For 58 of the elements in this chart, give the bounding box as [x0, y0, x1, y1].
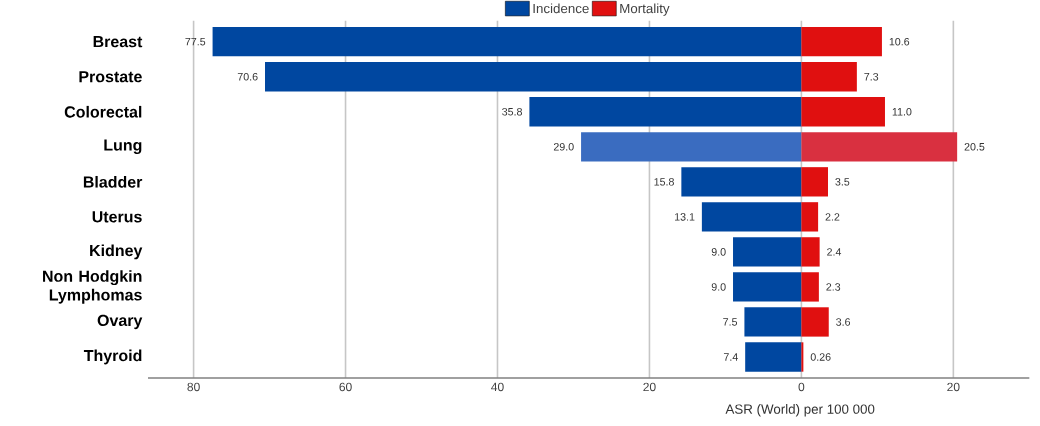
x-tick-label: 80 [187, 382, 200, 392]
y-tick-label: Bladder [83, 175, 143, 188]
bar [801, 272, 819, 302]
bar [701, 202, 802, 232]
data-label: 7.5 [723, 318, 738, 326]
bar [801, 62, 857, 92]
data-label: 2.2 [825, 213, 840, 221]
bar [801, 167, 828, 197]
data-label: 7.4 [723, 353, 738, 361]
bar [581, 132, 802, 162]
data-label: 29.0 [553, 143, 574, 151]
y-tick-label: Colorectal [64, 105, 142, 118]
bar [733, 272, 802, 302]
data-label: 20.5 [964, 143, 985, 151]
data-label: 10.6 [889, 37, 910, 46]
x-axis-title: ASR (World) per 100 000 [725, 404, 875, 417]
data-label: 2.3 [826, 283, 841, 291]
bar [744, 307, 802, 337]
x-tick-label: 20 [643, 382, 656, 392]
bar [745, 342, 802, 372]
data-label: 35.8 [502, 107, 522, 116]
bar [529, 97, 802, 127]
data-label: 2.4 [827, 248, 842, 256]
bar [801, 237, 820, 267]
bar [733, 237, 802, 267]
data-label: 9.0 [711, 283, 726, 291]
bar [801, 97, 885, 127]
bar [265, 62, 802, 92]
y-tick-label: Uterus [92, 211, 142, 223]
y-tick-label: Ovary [97, 314, 143, 330]
y-tick-label: Lung [104, 139, 142, 154]
y-tick-label: Thyroid [83, 349, 142, 365]
data-label: 11.0 [892, 107, 912, 116]
data-label: 0.26 [810, 353, 831, 361]
data-label: 13.1 [674, 213, 695, 221]
bar [681, 167, 802, 197]
x-tick-label: 20 [947, 382, 960, 392]
legend-label: Incidence [533, 3, 589, 14]
x-tick-label: 60 [339, 382, 352, 392]
data-label: 70.6 [237, 72, 258, 81]
data-label: 3.5 [835, 178, 850, 186]
y-tick-label: Non Hodgkin Lymphomas [43, 270, 142, 304]
data-label: 77.5 [185, 37, 206, 46]
data-label: 9.0 [711, 248, 726, 256]
data-label: 15.8 [654, 178, 674, 186]
y-tick-label: Breast [93, 36, 143, 48]
bar [801, 202, 819, 232]
x-tick-label: 40 [491, 382, 504, 392]
bar [801, 307, 829, 337]
bar [801, 27, 882, 57]
legend-label: Mortality [620, 3, 670, 16]
y-tick-label: Prostate [79, 71, 142, 83]
x-tick-label: 0 [798, 382, 805, 392]
bar [212, 27, 802, 57]
y-tick-label: Kidney [90, 244, 143, 260]
data-label: 3.6 [836, 318, 851, 326]
data-label: 7.3 [864, 72, 879, 81]
bar [801, 132, 958, 162]
